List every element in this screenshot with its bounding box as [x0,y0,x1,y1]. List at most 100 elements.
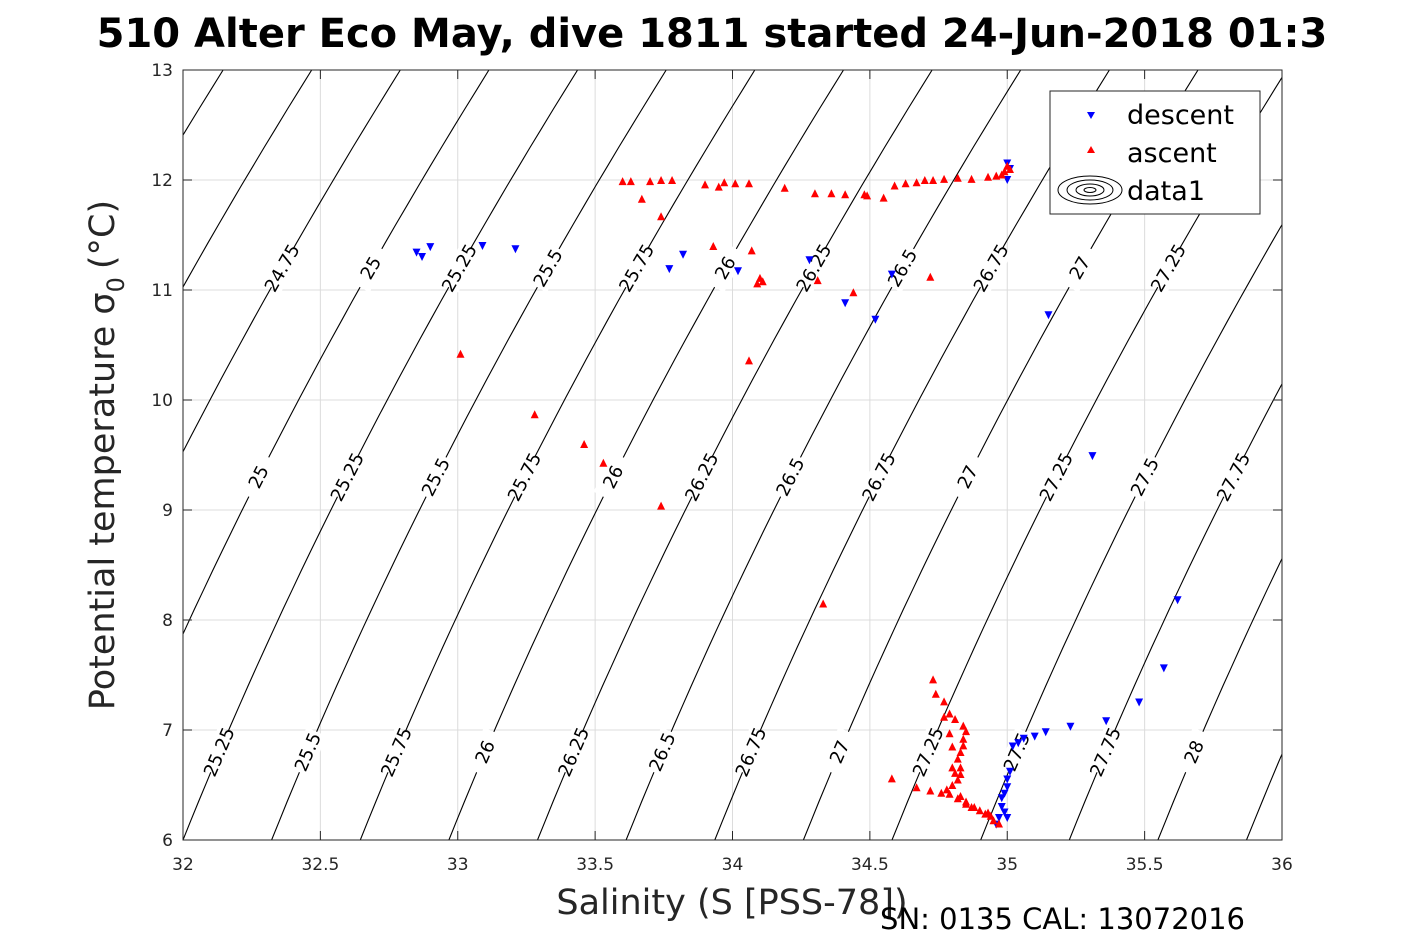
ascent-point [956,748,965,756]
descent-point [418,253,427,261]
descent-point [1000,789,1009,798]
descent-point [1005,767,1014,776]
isopycnal-line [714,70,1110,840]
descent-point [1066,722,1075,731]
isopycnal-label-bg [616,243,658,293]
ascent-point [849,288,858,297]
isopycnal-label-bg [1175,727,1214,777]
isopycnal-label-bg [1213,452,1254,502]
isopycnal-line [183,70,401,453]
y-axis-label-unit: (°C) [83,200,123,269]
y-tick-label: 8 [162,611,173,631]
ascent-point [948,742,957,751]
ascent-point [940,174,949,183]
isopycnal-label-bg [261,243,303,293]
isopycnal-label-bg [643,727,682,777]
legend-ascent-marker [1087,146,1095,153]
isopycnal-label-bg [200,727,239,777]
ascent-point [945,789,954,798]
x-tick-label: 32.5 [301,855,339,875]
ascent-point [959,721,968,730]
isopycnal-label-bg [527,243,569,293]
descent-point [805,256,814,265]
descent-point [1003,775,1012,784]
descent-point [426,243,435,252]
isopycnal-label-bg [909,727,948,777]
descent-point [412,248,421,257]
ascent-point [657,176,666,184]
serial-calibration-footer: SN: 0135 CAL: 13072016 [880,902,1245,936]
ascent-point [984,808,993,817]
ascent-point [657,212,666,221]
descent-point [995,814,1004,822]
ascent-point [962,799,971,808]
ascent-point [720,178,729,187]
legend-box [1049,90,1261,215]
ascent-point [810,189,819,198]
isopycnal-line [625,70,1022,840]
chart-title: 510 Alter Eco May, dive 1811 started 24-… [97,11,1328,57]
ascent-point [744,179,753,188]
isopycnal-label-bg [770,452,811,502]
ascent-point [530,410,539,419]
ascent-point [951,768,960,777]
ascent-point [626,177,635,186]
isopycnal-label-bg [593,452,634,502]
ascent-point [945,729,954,738]
ascent-point [668,176,677,184]
isopycnal-line [1157,557,1282,840]
isopycnal-label-bg [1036,452,1077,502]
descent-point [841,299,850,308]
descent-point [1008,742,1017,751]
svg-text:Potential temperature σ0(°C): Potential temperature σ0 (°C) [83,200,130,710]
legend-descent-label: descent [1127,100,1234,131]
ascent-point [995,819,1004,828]
x-tick-label: 32 [172,855,194,875]
descent-point [1003,814,1012,822]
x-tick-label: 35.5 [1126,855,1164,875]
isopycnal-line [980,223,1282,840]
ascent-point [731,179,740,188]
ascent-point [931,689,940,698]
descent-point [679,250,688,259]
legend-data1-label: data1 [1127,176,1205,207]
isopycnal-line [271,70,667,840]
ascent-point [920,176,929,184]
isopycnal-line [183,70,313,289]
isopycnal-label-bg [793,243,835,293]
ascent-point [714,182,723,191]
descent-point [478,242,487,250]
isopycnal-label-bg [882,243,924,293]
ascent-point [827,189,836,198]
ascent-point [819,599,828,608]
y-axis-label-symbol: σ [83,292,123,314]
ascent-point [989,816,998,825]
descent-point [997,803,1006,811]
ascent-point [937,788,946,797]
isopycnal-label-bg [970,243,1012,293]
ascent-point [887,774,896,783]
descent-point [733,267,742,276]
ascent-point [747,246,756,255]
descent-point [1159,664,1168,673]
ascent-point [975,806,984,815]
x-tick-label: 35 [996,855,1018,875]
ascent-point [926,272,935,281]
ascent-point [758,277,767,286]
legend-ascent-label: ascent [1127,138,1217,169]
isopycnal-line [536,70,933,840]
isopycnal-label-bg [820,727,859,777]
ascent-point [929,176,938,184]
isopycnal-label-bg [238,452,279,502]
legend: descent ascent data1 [1049,90,1261,215]
ascent-point [1003,161,1012,170]
descent-point [997,794,1006,803]
ascent-point [879,193,888,202]
isopycnal-label-bg [289,727,327,777]
y-tick-label: 7 [162,721,173,741]
isopycnal-line [183,70,579,840]
ascent-point [599,458,608,467]
ascent-point [780,183,789,192]
isopycnal-label-bg [327,452,368,502]
